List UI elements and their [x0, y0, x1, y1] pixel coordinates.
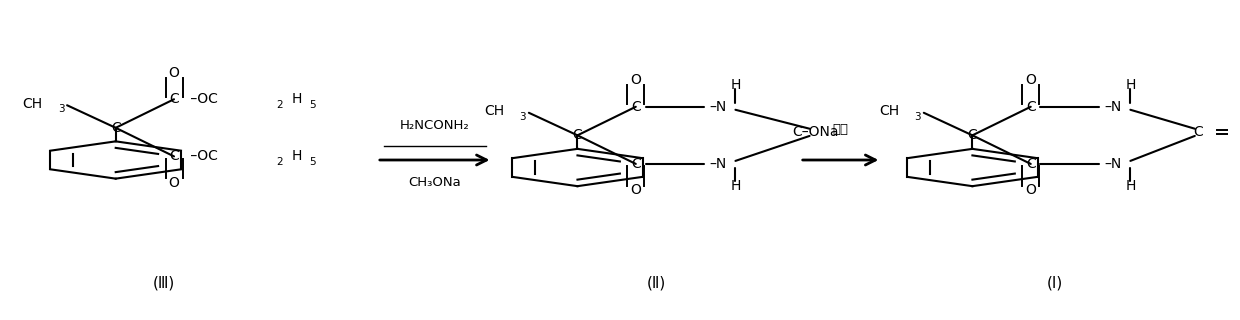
Text: CH: CH [485, 104, 505, 118]
Text: O: O [630, 183, 641, 197]
Text: –N: –N [1105, 157, 1122, 171]
Text: O: O [1025, 73, 1037, 87]
Text: –N: –N [1105, 100, 1122, 114]
Text: O: O [630, 73, 641, 87]
Text: C: C [110, 121, 120, 135]
Text: 3: 3 [520, 112, 526, 122]
Text: C: C [573, 128, 583, 142]
Text: C: C [631, 157, 641, 171]
Text: 5: 5 [309, 157, 316, 167]
Text: –N: –N [709, 157, 727, 171]
Text: –OC: –OC [186, 149, 218, 164]
Text: –N: –N [709, 100, 727, 114]
Text: H: H [291, 92, 303, 106]
Text: (Ⅰ): (Ⅰ) [1047, 276, 1063, 291]
Text: C–ONa: C–ONa [792, 125, 839, 139]
Text: 5: 5 [309, 100, 316, 110]
Text: C: C [1025, 157, 1035, 171]
Text: O: O [169, 66, 180, 80]
Text: CH₃ONa: CH₃ONa [408, 176, 461, 189]
Text: O: O [169, 176, 180, 190]
Text: H: H [1125, 179, 1136, 193]
Text: H: H [730, 78, 740, 92]
Text: (Ⅱ): (Ⅱ) [647, 276, 666, 291]
Text: H: H [1125, 78, 1136, 92]
Text: H: H [291, 149, 303, 164]
Text: –OC: –OC [186, 92, 218, 106]
Text: 盐酸: 盐酸 [832, 124, 848, 136]
Text: CH: CH [879, 104, 899, 118]
Text: C: C [169, 92, 179, 106]
Text: 3: 3 [58, 104, 64, 114]
Text: C: C [169, 149, 179, 164]
Text: C: C [967, 128, 977, 142]
Text: 3: 3 [914, 112, 921, 122]
Text: C: C [1025, 100, 1035, 114]
Text: H₂NCONH₂: H₂NCONH₂ [399, 119, 470, 132]
Text: C: C [1194, 125, 1203, 139]
Text: 2: 2 [277, 100, 283, 110]
Text: CH: CH [22, 97, 42, 111]
Text: H: H [730, 179, 740, 193]
Text: O: O [1025, 183, 1037, 197]
Text: 2: 2 [277, 157, 283, 167]
Text: C: C [631, 100, 641, 114]
Text: (Ⅲ): (Ⅲ) [154, 276, 175, 291]
